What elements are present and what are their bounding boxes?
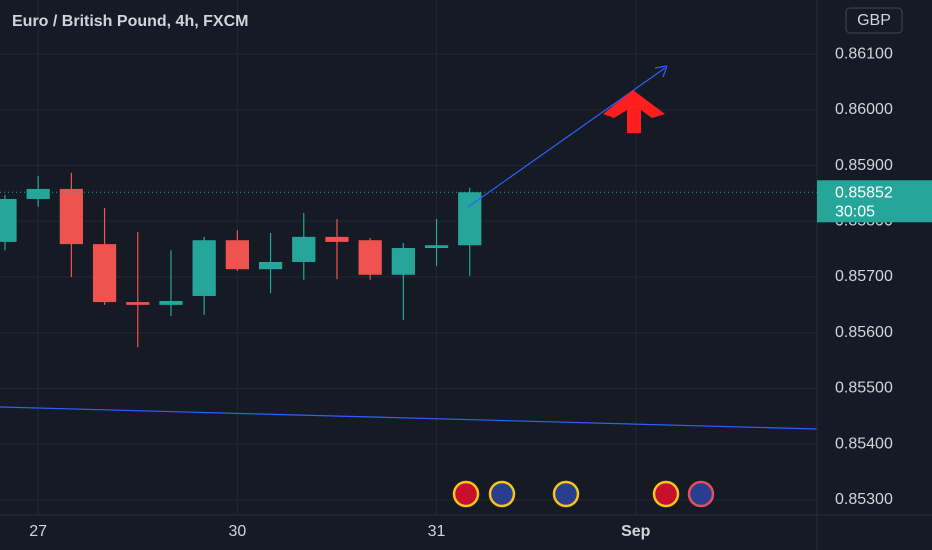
candle-body [325,236,349,242]
candle-body [192,240,216,296]
uk-event [652,480,680,508]
candle-body [26,188,50,199]
candle-body [391,248,415,275]
last-price-box [817,180,932,223]
y-tick-label: 0.86000 [835,101,893,118]
y-tick-label: 0.85500 [835,380,893,397]
y-tick-label: 0.85600 [835,324,893,341]
y-tick-label: 0.86100 [835,45,893,62]
currency: GBP [857,12,891,29]
candle-body [59,188,83,245]
candle-body [292,236,316,262]
x-tick-label: Sep [621,523,651,540]
candle-body [458,192,482,246]
chart-title: Euro / British Pound, 4h, FXCM [12,13,248,30]
candle-body [159,300,183,305]
currency-box [845,7,903,34]
candle-body [358,240,382,275]
candle-body [0,198,17,242]
uk-event [452,480,480,508]
x-tick-label: 31 [428,523,446,540]
candle-body [92,244,117,303]
candle-body [126,302,150,305]
x-tick-label: 30 [228,523,246,540]
grid [0,0,817,515]
candle-body [424,245,449,249]
x-tick-label: 27 [29,523,47,540]
candles [0,172,817,348]
y-tick-label: 0.85900 [835,157,893,174]
red-arrow [603,90,665,133]
trend-line [0,406,818,430]
last-price-label: 0.85852 [835,185,893,202]
eu-event [552,480,580,508]
axes: 0.85300 0.85400 0.85500 0.85600 0.85700 0.858… [29,45,932,540]
y-tick-label: 0.85300 [835,491,893,508]
candle-body [258,261,283,270]
arrow-head [654,65,668,78]
countdown: 30:05 [835,204,875,221]
y-tick-label: 0.85700 [835,268,893,285]
eu-event [488,480,516,508]
event-icons [452,480,715,508]
eu-event [687,480,715,508]
candle-body [225,240,249,270]
y-tick-label: 0.85400 [835,435,893,452]
